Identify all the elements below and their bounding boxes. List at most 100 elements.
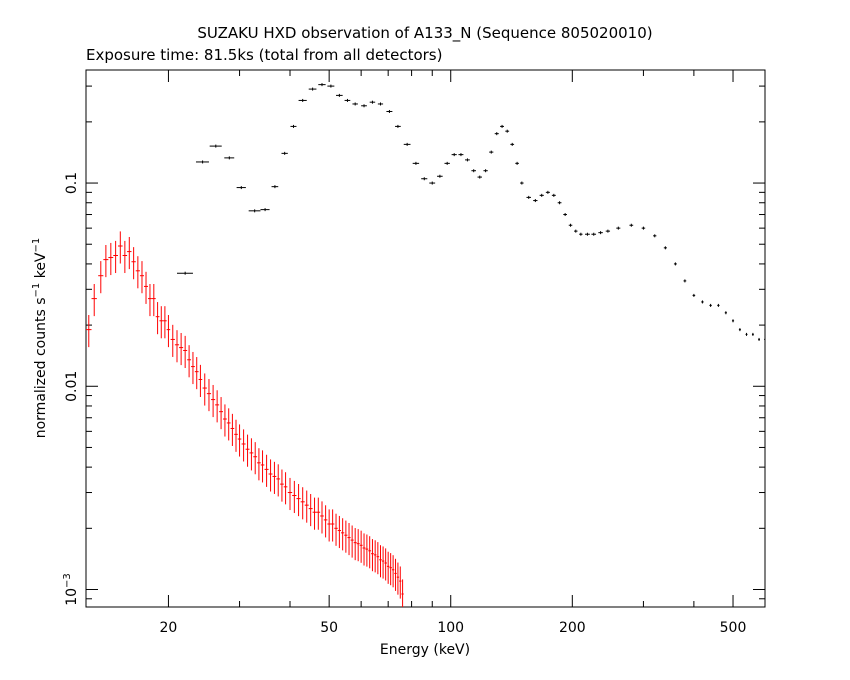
data-point xyxy=(108,242,114,276)
data-point xyxy=(312,497,317,530)
y-tick-label: 10−3 xyxy=(62,573,80,606)
data-point xyxy=(745,332,748,336)
data-point xyxy=(127,236,132,270)
data-point xyxy=(296,484,301,517)
data-point xyxy=(308,494,313,527)
x-tick-label: 100 xyxy=(437,620,464,636)
data-point xyxy=(391,555,395,588)
data-point xyxy=(86,315,92,348)
data-point xyxy=(361,104,367,108)
data-point xyxy=(155,302,160,335)
data-point xyxy=(174,330,180,363)
data-point xyxy=(505,129,510,133)
data-point xyxy=(494,132,499,136)
data-point xyxy=(368,536,372,569)
data-point xyxy=(253,442,258,475)
data-point xyxy=(198,364,203,397)
data-point xyxy=(166,315,171,348)
data-point xyxy=(320,501,324,534)
data-point xyxy=(395,124,401,128)
data-point xyxy=(202,373,207,406)
data-point xyxy=(350,525,354,558)
data-point xyxy=(323,505,328,538)
data-point xyxy=(292,480,297,514)
y-tick-label: 0.01 xyxy=(64,371,80,402)
data-point xyxy=(465,158,470,162)
data-point xyxy=(139,261,145,294)
data-point xyxy=(764,337,766,341)
data-point xyxy=(347,523,351,556)
data-point xyxy=(237,424,242,457)
data-point xyxy=(260,450,265,483)
data-point xyxy=(195,160,209,164)
data-point xyxy=(191,351,195,385)
x-tick-label: 500 xyxy=(720,620,747,636)
data-point xyxy=(539,193,544,197)
data-point xyxy=(151,283,156,317)
data-point xyxy=(131,247,136,280)
data-point xyxy=(389,553,392,586)
data-point xyxy=(399,566,402,599)
data-point xyxy=(353,528,357,561)
data-point xyxy=(709,303,712,307)
data-point xyxy=(308,87,317,91)
data-point xyxy=(356,529,360,562)
data-point xyxy=(717,303,720,307)
data-point xyxy=(209,144,222,148)
data-point xyxy=(135,256,140,289)
data-point xyxy=(381,546,385,579)
data-point xyxy=(369,100,376,104)
data-point xyxy=(533,199,538,203)
data-point xyxy=(500,124,505,128)
data-point xyxy=(147,283,152,317)
chart-title: SUZAKU HXD observation of A133_N (Sequen… xyxy=(197,24,652,43)
data-point xyxy=(211,384,216,418)
data-point xyxy=(477,175,482,179)
data-point xyxy=(194,357,199,390)
data-point xyxy=(280,469,284,502)
data-point xyxy=(272,461,277,494)
data-point xyxy=(412,161,420,165)
data-point xyxy=(117,231,123,264)
data-point xyxy=(379,545,382,578)
data-point xyxy=(144,271,148,304)
data-point xyxy=(641,226,646,230)
plot-frame xyxy=(85,69,766,608)
data-point xyxy=(344,520,348,553)
data-point xyxy=(268,459,273,492)
data-point xyxy=(663,246,667,250)
y-label-sup2: −1 xyxy=(31,238,42,253)
data-point xyxy=(701,300,704,304)
data-point xyxy=(386,109,393,113)
data-point xyxy=(298,98,307,102)
data-point xyxy=(223,404,227,437)
data-point xyxy=(163,306,167,339)
data-point xyxy=(113,240,118,274)
data-point xyxy=(271,185,279,189)
data-point xyxy=(444,161,450,165)
data-point xyxy=(281,151,288,155)
y-axis-label: normalized counts s−1 keV−1 xyxy=(31,238,49,439)
data-point xyxy=(249,438,254,471)
data-point xyxy=(257,448,261,481)
data-point xyxy=(304,490,309,523)
data-point xyxy=(451,153,457,157)
x-tick-label: 20 xyxy=(160,620,178,636)
data-point xyxy=(330,509,335,542)
data-point xyxy=(334,513,338,546)
data-point xyxy=(283,472,288,505)
data-point xyxy=(526,195,531,199)
data-point xyxy=(574,229,578,233)
data-point xyxy=(264,454,269,487)
data-point xyxy=(341,518,345,551)
data-point xyxy=(551,193,556,197)
data-point xyxy=(557,201,562,205)
data-point xyxy=(103,245,109,278)
data-point xyxy=(568,223,573,227)
data-point xyxy=(653,234,657,238)
data-point xyxy=(234,419,238,452)
chart-subtitle: Exposure time: 81.5ks (total from all de… xyxy=(86,46,442,64)
data-point xyxy=(187,345,192,378)
data-point xyxy=(179,332,184,366)
data-point xyxy=(359,530,363,563)
